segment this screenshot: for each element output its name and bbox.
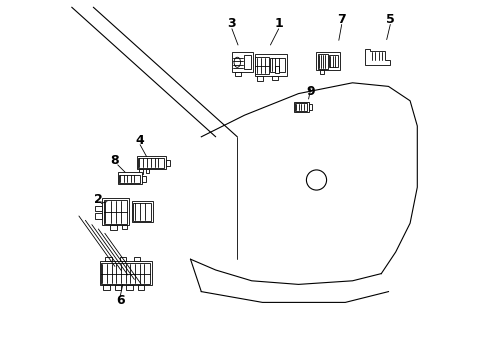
Bar [138,158,163,168]
Bar [295,103,306,111]
Bar [275,66,279,73]
Bar [257,76,263,81]
Bar [320,70,324,74]
Text: 1: 1 [274,17,283,30]
Polygon shape [365,49,389,65]
Bar [139,169,142,174]
Bar [328,55,337,67]
Text: 5: 5 [385,13,394,26]
Bar [166,160,169,166]
Bar [231,52,252,72]
Ellipse shape [234,57,240,67]
Bar [95,213,102,219]
Bar [145,169,149,173]
Bar [133,203,150,221]
Text: 6: 6 [116,294,124,307]
Bar [138,285,144,290]
Bar [235,72,240,76]
Bar [142,176,145,182]
Bar [103,285,110,290]
Bar [132,201,152,222]
Text: 8: 8 [110,154,119,167]
Bar [119,175,140,183]
Bar [101,263,149,284]
Bar [122,225,127,229]
Bar [103,200,127,224]
Bar [120,257,126,261]
Bar [308,104,311,110]
Bar [317,54,327,69]
Bar [316,52,339,70]
Text: 2: 2 [94,193,103,206]
Bar [271,76,277,80]
Bar [294,102,308,112]
Bar [134,257,140,261]
Bar [105,257,111,261]
Text: 4: 4 [136,134,144,147]
Bar [270,58,284,72]
Bar [126,285,133,290]
Bar [255,57,268,74]
Bar [100,261,152,285]
Bar [136,156,166,169]
Bar [115,285,121,290]
Bar [95,206,102,211]
Bar [254,54,286,76]
Text: 7: 7 [337,13,346,26]
Bar [118,172,142,184]
Bar [244,55,251,69]
Text: 3: 3 [227,17,236,30]
Bar [109,225,117,230]
Text: 9: 9 [306,85,315,98]
Bar [102,198,129,225]
